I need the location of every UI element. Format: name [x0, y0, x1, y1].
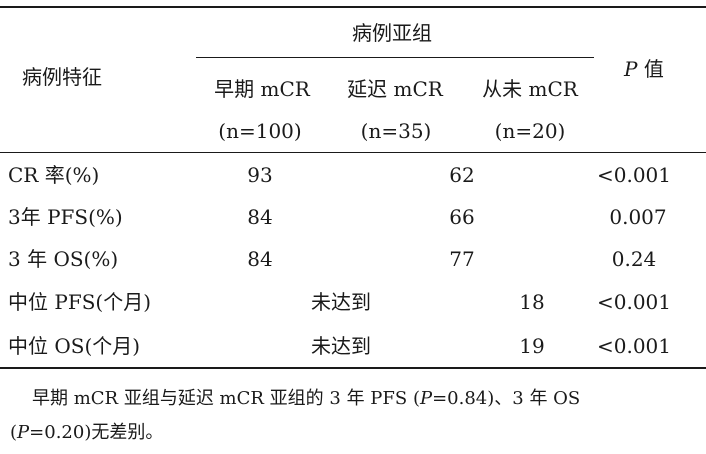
p-symbol: P — [624, 57, 638, 81]
row-label-header: 病例特征 — [22, 65, 102, 89]
group-header: 病例亚组 — [352, 21, 432, 45]
table-cell-p: 0.24 — [611, 247, 657, 271]
table-cell-delayed: 66 — [449, 205, 475, 229]
group-early-name: 早期 mCR — [214, 77, 310, 101]
table-cell-never: 18 — [519, 290, 545, 314]
p-value-header: P 值 — [624, 56, 664, 82]
group-header-underline — [196, 57, 594, 58]
table-cell-p: 0.007 — [609, 205, 667, 229]
group-delayed-name: 延迟 mCR — [347, 77, 443, 101]
table-cell-p: <0.001 — [596, 163, 672, 187]
table-row-label: 3 年 OS(%) — [8, 247, 119, 271]
table-top-rule — [0, 6, 706, 8]
table-cell-early: 84 — [247, 205, 273, 229]
group-never-n: (n=20) — [494, 119, 566, 143]
table-row-label: 3年 PFS(%) — [8, 205, 123, 229]
table-bottom-rule — [0, 367, 706, 369]
table-cell-never: 19 — [519, 334, 545, 358]
table-footnote: 早期 mCR 亚组与延迟 mCR 亚组的 3 年 PFS (P=0.84)、3 … — [10, 388, 581, 443]
table-cell-p: <0.001 — [596, 290, 672, 314]
group-delayed-n: (n=35) — [360, 119, 432, 143]
table-cell-p: <0.001 — [596, 334, 672, 358]
p-value-word: 值 — [637, 57, 664, 81]
header-bottom-rule — [0, 152, 706, 153]
group-early-n: (n=100) — [218, 119, 302, 143]
table-cell-merged: 未达到 — [311, 334, 371, 358]
table-cell-delayed: 62 — [449, 163, 475, 187]
group-never-name: 从未 mCR — [482, 77, 578, 101]
table-row-label: 中位 PFS(个月) — [8, 290, 151, 314]
table-row-label: CR 率(%) — [8, 163, 100, 187]
table-cell-early: 84 — [247, 247, 273, 271]
table-cell-delayed: 77 — [449, 247, 475, 271]
table-cell-merged: 未达到 — [311, 290, 371, 314]
table-cell-early: 93 — [247, 163, 273, 187]
table-row-label: 中位 OS(个月) — [8, 334, 141, 358]
